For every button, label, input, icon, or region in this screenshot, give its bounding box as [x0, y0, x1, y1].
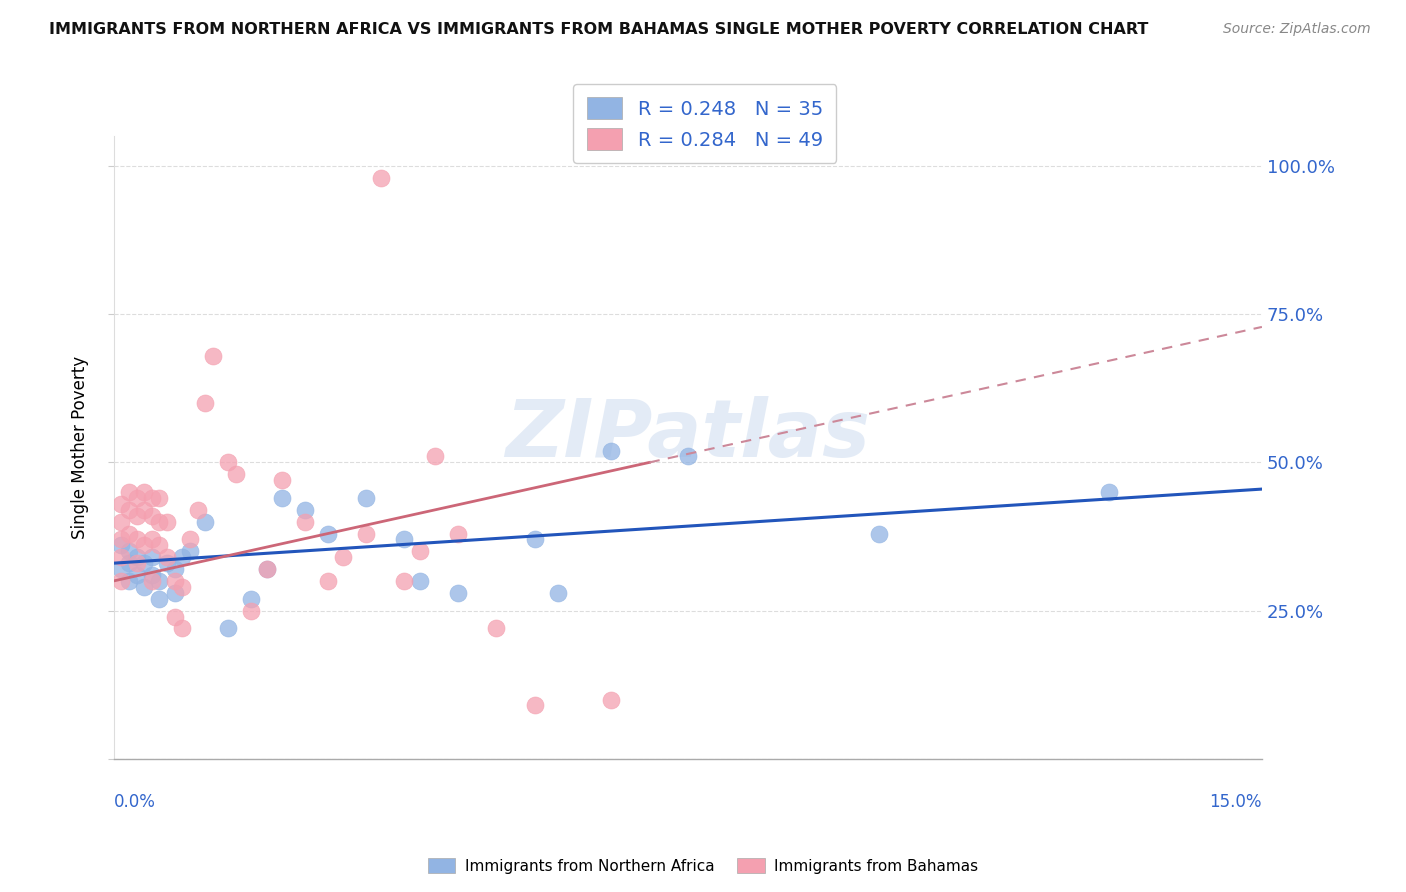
Legend: R = 0.248   N = 35, R = 0.284   N = 49: R = 0.248 N = 35, R = 0.284 N = 49 [574, 84, 837, 163]
Point [316, 526, 339, 541]
Point [1098, 485, 1121, 500]
Point [172, 621, 194, 635]
Point [217, 621, 239, 635]
Text: Source: ZipAtlas.com: Source: ZipAtlas.com [1223, 22, 1371, 37]
Point [134, 503, 156, 517]
Point [447, 586, 470, 600]
Point [179, 533, 201, 547]
Point [134, 580, 156, 594]
Point [409, 544, 432, 558]
Point [141, 508, 163, 523]
Point [125, 533, 148, 547]
Point [163, 574, 186, 588]
Point [148, 574, 170, 588]
Point [110, 574, 132, 588]
Point [163, 586, 186, 600]
Point [256, 562, 278, 576]
Point [409, 574, 432, 588]
Point [423, 450, 446, 464]
Point [172, 550, 194, 565]
Point [148, 538, 170, 552]
Point [294, 515, 316, 529]
Point [256, 562, 278, 576]
Text: 0.0%: 0.0% [114, 793, 156, 811]
Point [118, 556, 141, 570]
Point [134, 485, 156, 500]
Point [125, 550, 148, 565]
Text: ZIPatlas: ZIPatlas [505, 396, 870, 475]
Point [118, 485, 141, 500]
Point [240, 591, 263, 606]
Point [868, 526, 890, 541]
Point [110, 533, 132, 547]
Point [179, 544, 201, 558]
Point [332, 550, 354, 565]
Point [141, 491, 163, 505]
Point [354, 526, 377, 541]
Point [172, 580, 194, 594]
Point [600, 443, 623, 458]
Point [141, 533, 163, 547]
Point [110, 562, 132, 576]
Point [125, 556, 148, 570]
Text: 15.0%: 15.0% [1209, 793, 1263, 811]
Legend: Immigrants from Northern Africa, Immigrants from Bahamas: Immigrants from Northern Africa, Immigra… [422, 852, 984, 880]
Point [194, 515, 217, 529]
Point [148, 515, 170, 529]
Point [134, 538, 156, 552]
Point [217, 455, 239, 469]
Point [110, 515, 132, 529]
Y-axis label: Single Mother Poverty: Single Mother Poverty [72, 356, 89, 539]
Point [125, 568, 148, 582]
Point [271, 491, 294, 505]
Point [394, 533, 416, 547]
Point [194, 396, 217, 410]
Point [547, 586, 569, 600]
Point [370, 170, 392, 185]
Point [354, 491, 377, 505]
Point [134, 556, 156, 570]
Point [523, 698, 546, 713]
Point [523, 533, 546, 547]
Point [600, 692, 623, 706]
Point [240, 604, 263, 618]
Point [141, 568, 163, 582]
Point [156, 550, 179, 565]
Point [125, 491, 148, 505]
Text: IMMIGRANTS FROM NORTHERN AFRICA VS IMMIGRANTS FROM BAHAMAS SINGLE MOTHER POVERTY: IMMIGRANTS FROM NORTHERN AFRICA VS IMMIG… [49, 22, 1149, 37]
Point [125, 508, 148, 523]
Point [163, 609, 186, 624]
Point [394, 574, 416, 588]
Point [148, 591, 170, 606]
Point [156, 556, 179, 570]
Point [118, 503, 141, 517]
Point [141, 574, 163, 588]
Point [676, 450, 699, 464]
Point [110, 550, 132, 565]
Point [163, 562, 186, 576]
Point [202, 349, 225, 363]
Point [110, 538, 132, 552]
Point [225, 467, 247, 482]
Point [447, 526, 470, 541]
Point [316, 574, 339, 588]
Point [485, 621, 508, 635]
Point [271, 473, 294, 487]
Point [148, 491, 170, 505]
Point [118, 544, 141, 558]
Point [110, 497, 132, 511]
Point [141, 550, 163, 565]
Point [156, 515, 179, 529]
Point [187, 503, 209, 517]
Point [118, 574, 141, 588]
Point [294, 503, 316, 517]
Point [118, 526, 141, 541]
